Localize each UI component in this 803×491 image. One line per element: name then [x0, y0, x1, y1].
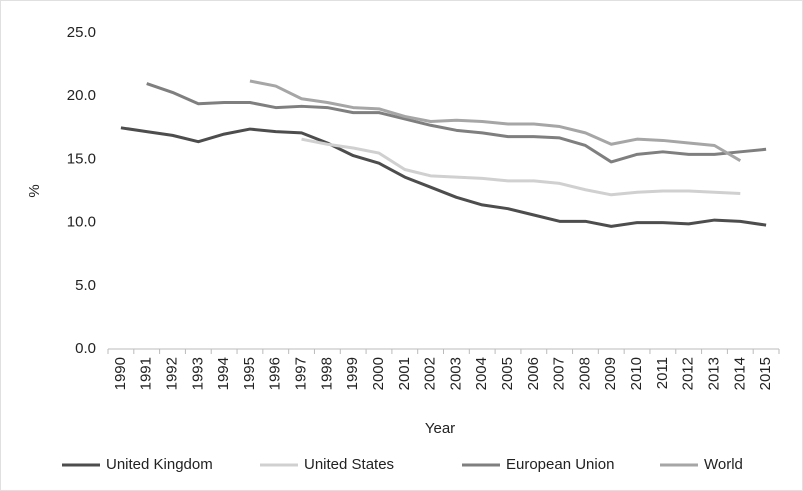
x-tick-label: 1993	[189, 357, 206, 390]
x-tick-label: 1995	[241, 357, 258, 390]
x-tick-label: 2007	[551, 357, 568, 390]
x-tick-label: 1990	[112, 357, 129, 390]
x-tick-label: 1991	[138, 357, 155, 390]
x-axis-label: Year	[425, 420, 455, 437]
legend-label: European Union	[506, 456, 614, 473]
legend-label: United Kingdom	[106, 456, 213, 473]
y-tick-label: 0.0	[75, 340, 96, 357]
x-tick-label: 2012	[680, 357, 697, 390]
x-tick-label: 2008	[576, 357, 593, 390]
x-tick-label: 2010	[628, 357, 645, 390]
x-tick-label: 1998	[318, 357, 335, 390]
y-tick-label: 5.0	[75, 277, 96, 294]
series-line	[301, 137, 741, 197]
x-tick-label: 2013	[705, 357, 722, 390]
x-tick-label: 2009	[602, 357, 619, 390]
x-tick-label: 2014	[731, 357, 748, 390]
y-tick-label: 15.0	[67, 150, 96, 167]
x-tick-label: 2015	[757, 357, 774, 390]
legend-label: World	[704, 456, 743, 473]
x-tick-label: 2001	[396, 357, 413, 390]
x-tick-label: 2005	[499, 357, 516, 390]
x-tick-label: 1997	[293, 357, 310, 390]
y-axis-label: %	[26, 184, 43, 197]
x-tick-label: 2002	[422, 357, 439, 390]
series-line	[146, 82, 767, 164]
x-tick-label: 1996	[267, 357, 284, 390]
y-tick-label: 20.0	[67, 87, 96, 104]
x-tick-label: 1992	[163, 357, 180, 390]
x-tick-label: 1994	[215, 357, 232, 390]
x-tick-label: 2003	[447, 357, 464, 390]
y-tick-label: 25.0	[67, 24, 96, 41]
x-tick-label: 2004	[473, 357, 490, 390]
x-tick-label: 1999	[344, 357, 361, 390]
y-tick-label: 10.0	[67, 214, 96, 231]
x-tick-label: 2006	[525, 357, 542, 390]
x-tick-label: 2011	[654, 357, 671, 389]
legend-label: United States	[304, 456, 394, 473]
series-line	[120, 126, 767, 228]
series-line	[249, 79, 742, 162]
x-tick-label: 2000	[370, 357, 387, 390]
